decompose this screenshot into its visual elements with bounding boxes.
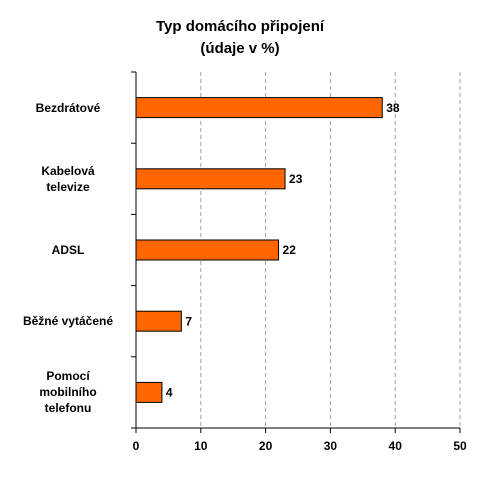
y-tick-label: ADSL	[51, 243, 85, 257]
bar	[135, 239, 280, 261]
x-tick-label: 40	[389, 439, 403, 453]
x-tick-label: 20	[259, 439, 273, 453]
value-label: 7	[185, 314, 192, 328]
bar	[135, 381, 163, 403]
chart-subtitle: (údaje v %)	[200, 40, 280, 57]
x-tick-label: 0	[133, 439, 140, 453]
y-tick-label: Kabelová televize	[41, 163, 95, 194]
value-label: 22	[283, 243, 297, 257]
y-tick-label: Pomocí mobilního telefonu	[39, 369, 97, 416]
bar	[135, 310, 182, 332]
x-tick-label: 50	[453, 439, 467, 453]
value-label: 23	[289, 172, 303, 186]
y-tick-label: Bezdrátové	[35, 100, 101, 115]
bar	[135, 168, 286, 190]
chart-title: Typ domácího připojení	[155, 18, 325, 35]
value-label: 38	[386, 101, 400, 115]
value-label: 4	[166, 386, 173, 400]
x-tick-label: 10	[194, 439, 208, 453]
bar	[135, 97, 383, 119]
y-tick-label: Běžné vytáčené	[22, 314, 114, 329]
x-tick-label: 30	[324, 439, 338, 453]
